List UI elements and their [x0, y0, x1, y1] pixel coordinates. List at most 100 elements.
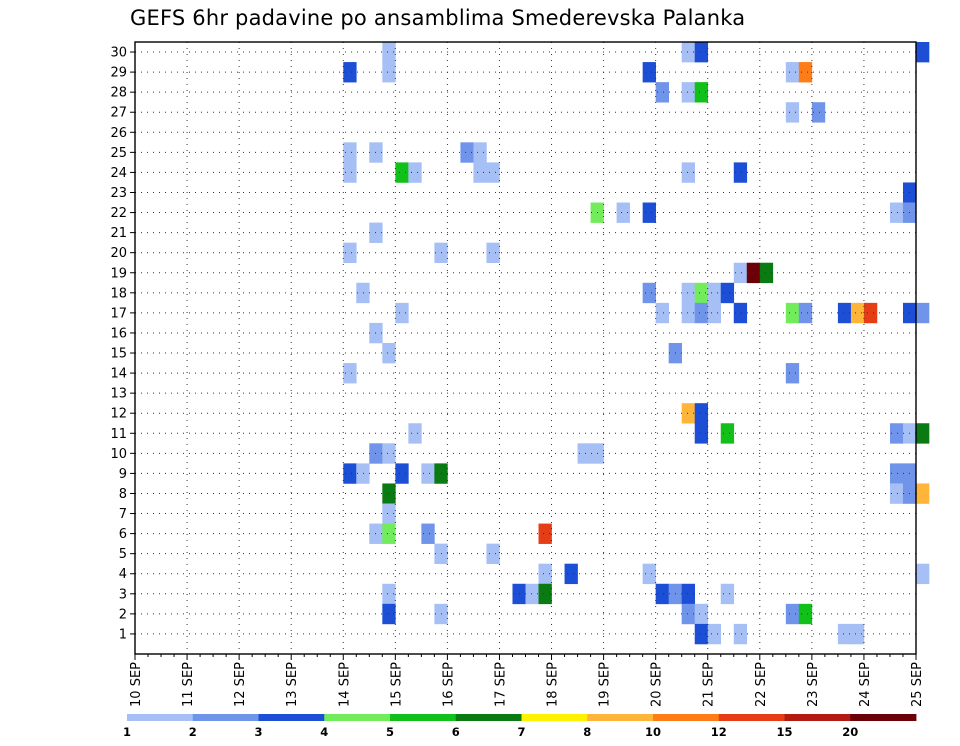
- heatmap-cell: [785, 603, 800, 625]
- heatmap-cell: [408, 423, 422, 444]
- colorbar-label: 15: [776, 725, 792, 739]
- heatmap-cell: [889, 463, 904, 484]
- heatmap-cell: [473, 142, 487, 163]
- heatmap-cell: [538, 583, 552, 605]
- heatmap-cell: [616, 202, 630, 223]
- heatmap-cell: [694, 282, 709, 304]
- colorbar-segment: [587, 714, 654, 721]
- heatmap-cell: [863, 302, 878, 324]
- colorbar-segment: [390, 714, 457, 721]
- heatmap-cell: [850, 623, 865, 645]
- heatmap-cell: [681, 282, 696, 304]
- colorbar-label: 1: [123, 725, 131, 739]
- heatmap-cell: [837, 302, 852, 324]
- heatmap-cell: [538, 563, 552, 585]
- heatmap-cell: [525, 583, 539, 605]
- y-tick-label: 5: [119, 547, 127, 562]
- colorbar-segment: [455, 714, 522, 721]
- x-tick-label: 23 SEP: [806, 662, 821, 707]
- colorbar-label: 6: [452, 725, 460, 739]
- heatmap-cell: [473, 162, 487, 183]
- y-tick-label: 9: [119, 467, 127, 482]
- colorbar-label: 12: [711, 725, 727, 739]
- y-tick-label: 3: [119, 587, 127, 602]
- heatmap-cell: [356, 463, 370, 484]
- y-tick-label: 15: [110, 347, 127, 362]
- colorbar-segment: [324, 714, 391, 721]
- colorbar-label: 8: [583, 725, 591, 739]
- heatmap-cell: [707, 282, 722, 304]
- colorbar-label: 7: [517, 725, 525, 739]
- heatmap-cell: [343, 142, 357, 163]
- y-tick-label: 1: [119, 627, 127, 642]
- heatmap-cell: [694, 302, 709, 324]
- heatmap-cell: [681, 162, 696, 183]
- y-tick-label: 30: [110, 46, 127, 61]
- x-tick-label: 19 SEP: [598, 662, 613, 707]
- heatmap-cell: [837, 623, 852, 645]
- colorbar-segment: [850, 714, 917, 721]
- heatmap-cell: [460, 142, 474, 163]
- colorbar-segment: [653, 714, 720, 721]
- heatmap-cell: [889, 423, 904, 444]
- heatmap-cell: [759, 262, 774, 284]
- heatmap-cell: [486, 242, 500, 264]
- colorbar-label: 3: [254, 725, 262, 739]
- y-tick-label: 12: [110, 407, 127, 422]
- y-tick-label: 11: [110, 427, 127, 442]
- y-tick-label: 6: [119, 527, 127, 542]
- colorbar-label: 20: [842, 725, 858, 739]
- y-tick-label: 28: [110, 86, 127, 101]
- heatmap-cell: [916, 42, 930, 63]
- heatmap-cell: [916, 423, 930, 444]
- y-tick-label: 29: [110, 66, 127, 81]
- y-tick-label: 14: [110, 367, 127, 382]
- heatmap-cell: [720, 423, 735, 444]
- heatmap-cell: [785, 102, 800, 123]
- heatmap-cell: [395, 463, 409, 484]
- y-tick-label: 17: [110, 306, 127, 321]
- heatmap-cell: [785, 302, 800, 324]
- colorbar-label: 10: [645, 725, 661, 739]
- heatmap-cell: [681, 583, 696, 605]
- y-tick-label: 21: [110, 226, 127, 241]
- colorbar-segment: [784, 714, 851, 721]
- colorbar-segment: [718, 714, 785, 721]
- heatmap-cell: [356, 282, 370, 304]
- heatmap-cell: [642, 202, 656, 223]
- heatmap-cell: [642, 563, 656, 585]
- heatmap-cell: [642, 282, 656, 304]
- y-tick-label: 19: [110, 266, 127, 281]
- heatmap-cell: [733, 162, 748, 183]
- colorbar-label: 4: [320, 725, 328, 739]
- x-tick-label: 11 SEP: [181, 662, 196, 707]
- heatmap-cell: [916, 483, 930, 504]
- heatmap-cell: [733, 623, 748, 645]
- heatmap-cell: [694, 423, 709, 444]
- y-tick-label: 25: [110, 146, 127, 161]
- heatmap-cell: [707, 623, 722, 645]
- heatmap-cell: [720, 282, 735, 304]
- heatmap-cell: [694, 603, 709, 625]
- heatmap-cell: [343, 363, 357, 384]
- heatmap-cell: [564, 563, 578, 585]
- y-tick-label: 20: [110, 246, 127, 261]
- colorbar-segment: [258, 714, 325, 721]
- y-tick-label: 27: [110, 106, 127, 121]
- y-tick-label: 22: [110, 206, 127, 221]
- plot-frame: [134, 41, 917, 655]
- heatmap-cell: [850, 302, 865, 324]
- y-tick-label: 24: [110, 166, 127, 181]
- x-tick-label: 12 SEP: [233, 662, 248, 707]
- heatmap-cell: [382, 523, 396, 544]
- y-tick-label: 18: [110, 286, 127, 301]
- heatmap-cell: [798, 62, 813, 83]
- heatmap-cell: [681, 403, 696, 424]
- heatmap-cell: [382, 443, 396, 464]
- heatmap-cell: [681, 603, 696, 625]
- heatmap-cell: [577, 443, 591, 464]
- x-tick-label: 24 SEP: [858, 662, 873, 707]
- x-tick-label: 18 SEP: [546, 662, 561, 707]
- heatmap-cell: [811, 102, 826, 123]
- heatmap-cell: [681, 42, 696, 63]
